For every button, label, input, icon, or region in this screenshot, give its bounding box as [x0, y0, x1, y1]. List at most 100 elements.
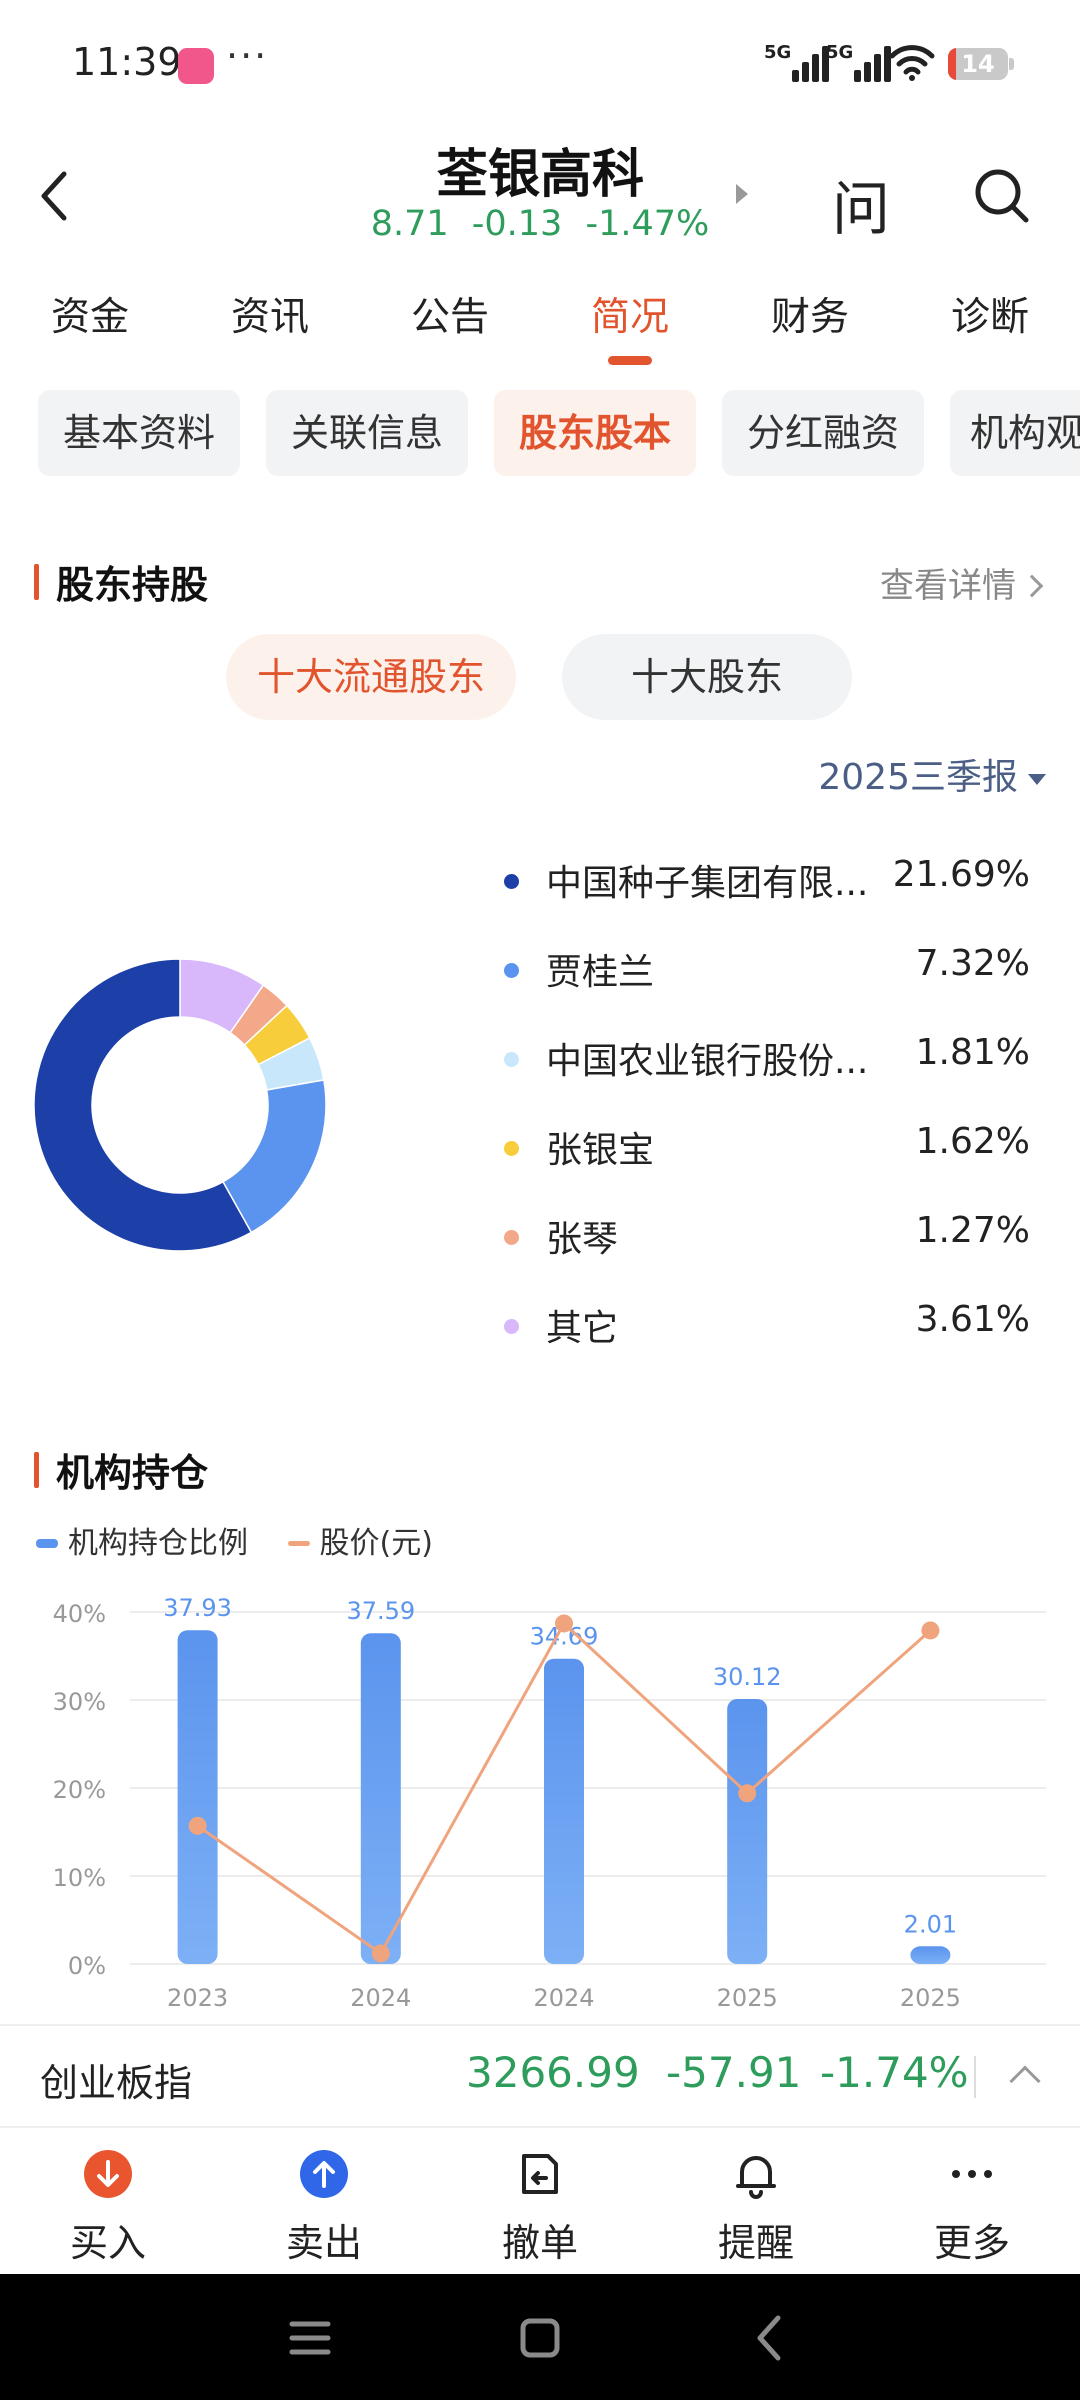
buy-label: 买入 [69, 2221, 146, 2265]
tab-overview[interactable]: 简况 [590, 295, 669, 340]
bar-value-label: 37.93 [163, 1594, 232, 1622]
search-icon[interactable] [970, 164, 1034, 228]
index-ticker-bar[interactable]: 创业板指 3266.99 -57.91 -1.74% [0, 2024, 1080, 2126]
legend-name: 中国农业银行股份... [546, 1041, 869, 1082]
dropdown-triangle-icon [1028, 774, 1046, 785]
buy-icon [84, 2150, 132, 2198]
institution-holding-chart: 40%30%20%10%0%37.93 37.5934.6930.122.0120… [53, 1594, 1046, 2012]
remind-button[interactable]: 提醒 [676, 2128, 836, 2276]
section-marker [34, 1452, 39, 1488]
index-value: 3266.99 [466, 2048, 640, 2097]
bar [727, 1698, 768, 1964]
legend-color-dot [504, 1052, 519, 1067]
x-tick-label: 2025 [717, 1984, 778, 2012]
status-bar: 11:39 ··· 5G 5G 14 [0, 0, 1080, 130]
sell-button[interactable]: 卖出 [244, 2128, 404, 2276]
stock-change-pct: -1.47% [585, 204, 710, 244]
legend-color-dot [504, 1141, 519, 1156]
buy-button[interactable]: 买入 [28, 2128, 188, 2276]
top10-holders-button[interactable]: 十大股东 [562, 634, 852, 720]
shareholder-donut-chart [33, 958, 327, 1252]
more-notifications-icon: ··· [226, 34, 269, 78]
cancel-order-button[interactable]: 撤单 [460, 2128, 620, 2276]
back-icon[interactable] [740, 2308, 800, 2368]
tab-capital[interactable]: 资金 [50, 295, 129, 340]
bar [544, 1658, 584, 1964]
subtab-institution-views[interactable]: 机构观点 [950, 390, 1080, 476]
remind-label: 提醒 [717, 2221, 794, 2265]
legend-value: 7.32% [915, 943, 1030, 984]
more-button[interactable]: 更多 [892, 2128, 1052, 2276]
legend-value: 1.81% [915, 1032, 1030, 1073]
back-arrow-icon[interactable] [34, 166, 74, 226]
legend-name: 张银宝 [546, 1130, 655, 1171]
sell-label: 卖出 [285, 2221, 362, 2265]
stock-change: -0.13 [471, 204, 563, 244]
shareholders-title: 股东持股 [56, 563, 209, 607]
legend-bar-item: 机构持仓比例 [36, 1518, 248, 1562]
legend-name: 张琴 [546, 1219, 619, 1260]
menu-icon[interactable] [280, 2308, 340, 2368]
legend-line-label: 股价(元) [319, 1526, 433, 1561]
legend-color-dot [504, 874, 519, 889]
top10-float-holders-button[interactable]: 十大流通股东 [226, 634, 516, 720]
bell-icon [736, 2156, 776, 2199]
legend-value: 3.61% [915, 1299, 1030, 1340]
legend-line-item: 股价(元) [287, 1518, 433, 1562]
institution-chart-legend: 机构持仓比例 股价(元) [36, 1518, 463, 1562]
subtab-dividends[interactable]: 分红融资 [722, 390, 924, 476]
more-label: 更多 [933, 2221, 1010, 2265]
signal-2-label: 5G [826, 42, 854, 63]
bar-value-label: 2.01 [904, 1910, 957, 1938]
bar-value-label: 30.12 [713, 1663, 782, 1691]
trade-toolbar: 买入 卖出 撤单 提醒 更多 [0, 2126, 1080, 2274]
bar [910, 1946, 951, 1964]
main-tabs: 资金 资讯 公告 简况 财务 诊断 [0, 286, 1080, 366]
cancel-order-icon [522, 2154, 558, 2194]
y-tick-label: 20% [53, 1776, 106, 1804]
ask-button[interactable]: 问 [832, 175, 891, 243]
legend-bar-swatch [36, 1539, 58, 1548]
price-point [371, 1944, 390, 1963]
stock-name: 荃银高科 [435, 145, 644, 205]
x-tick-label: 2025 [900, 1984, 961, 2012]
period-select[interactable]: 2025三季报 [818, 748, 1046, 800]
legend-value: 21.69% [892, 854, 1030, 895]
battery-icon: 14 [948, 48, 1008, 80]
legend-color-dot [504, 1230, 519, 1245]
index-change-pct: -1.74% [820, 2048, 969, 2097]
donut-slice [33, 958, 253, 1252]
legend-item: 张琴 1.27% [500, 1196, 1030, 1285]
subtab-shareholders[interactable]: 股东股本 [494, 390, 696, 476]
signal-2-icon: 5G [826, 40, 892, 84]
bar-value-label: 37.59 [346, 1597, 415, 1625]
tab-finance[interactable]: 财务 [770, 295, 849, 340]
chevron-up-icon[interactable] [1009, 2065, 1041, 2097]
tab-diagnosis[interactable]: 诊断 [950, 295, 1029, 340]
view-details-link[interactable]: 查看详情 [880, 558, 1044, 607]
bar [177, 1630, 218, 1964]
battery-level-fill [948, 48, 957, 80]
divider [974, 2056, 976, 2098]
legend-value: 1.27% [915, 1210, 1030, 1251]
subtab-related-info[interactable]: 关联信息 [266, 390, 468, 476]
legend-bar-label: 机构持仓比例 [68, 1526, 248, 1561]
signal-1-label: 5G [764, 42, 792, 63]
y-tick-label: 40% [53, 1600, 106, 1628]
signal-1-icon: 5G [764, 40, 830, 84]
legend-item: 张银宝 1.62% [500, 1107, 1030, 1196]
tab-news[interactable]: 资讯 [230, 295, 309, 340]
price-point [921, 1621, 940, 1640]
bar [360, 1633, 401, 1964]
legend-name: 贾桂兰 [546, 952, 655, 993]
more-dots-icon [952, 2170, 992, 2178]
home-icon[interactable] [510, 2308, 570, 2368]
battery-percent: 14 [961, 50, 995, 78]
x-tick-label: 2024 [533, 1984, 594, 2012]
subtab-basic-info[interactable]: 基本资料 [38, 390, 240, 476]
system-nav-bar [0, 2274, 1080, 2400]
notification-app-icon [178, 48, 214, 84]
next-stock-icon[interactable] [736, 184, 748, 204]
tab-announcements[interactable]: 公告 [410, 295, 489, 340]
x-tick-label: 2023 [167, 1984, 228, 2012]
